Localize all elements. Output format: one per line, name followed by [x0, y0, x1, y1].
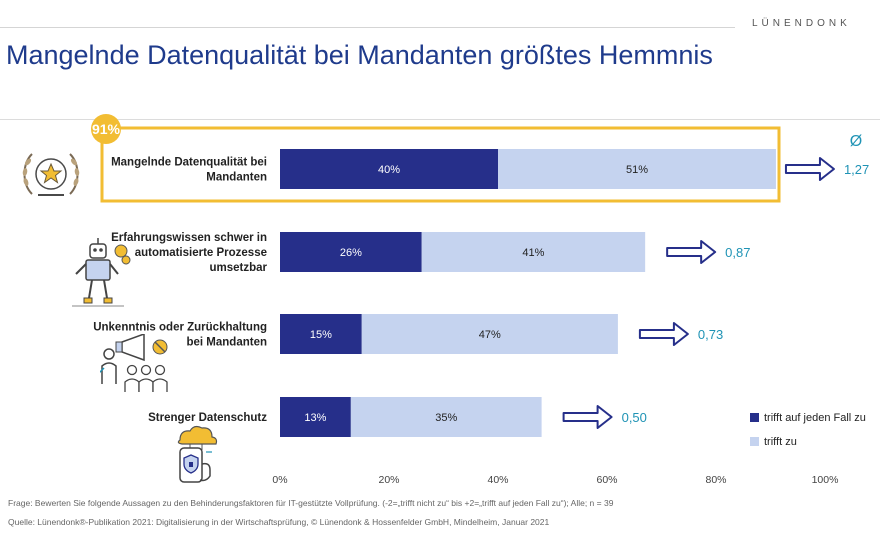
cloud-phone-shield-icon	[177, 425, 218, 483]
bar-light	[421, 232, 646, 272]
bar-light	[498, 149, 776, 189]
data-label: 35%	[435, 412, 457, 424]
footer-source: Quelle: Lünendonk®-Publikation 2021: Dig…	[8, 517, 550, 527]
page-title: Mangelnde Datenqualität bei Mandanten gr…	[6, 40, 713, 70]
x-tick-label: 80%	[705, 474, 726, 486]
arrow-icon	[666, 240, 717, 264]
bar-strong	[280, 232, 422, 272]
x-tick-label: 20%	[378, 474, 399, 486]
arrow-icon	[638, 322, 689, 346]
legend-label: trifft zu	[764, 436, 797, 448]
brand-logo: LÜNENDONK	[752, 18, 851, 29]
average-value: 1,27	[844, 162, 869, 177]
category-label: umsetzbar	[209, 262, 267, 274]
category-label: automatisierte Prozesse	[135, 247, 267, 259]
average-value: 0,73	[698, 327, 723, 342]
x-tick-label: 40%	[487, 474, 508, 486]
x-tick-label: 100%	[812, 474, 839, 486]
bar-light	[361, 314, 618, 354]
highlight-badge	[91, 114, 121, 144]
data-label: 13%	[304, 412, 326, 424]
legend-swatch	[750, 437, 759, 446]
top-divider	[0, 27, 735, 28]
average-value: 0,50	[622, 410, 647, 425]
bar-strong	[280, 397, 351, 437]
average-symbol: Ø	[850, 133, 862, 150]
data-label: 51%	[626, 164, 648, 176]
data-label: 41%	[522, 247, 544, 259]
data-label: 40%	[378, 164, 400, 176]
category-label: Strenger Datenschutz	[148, 412, 267, 424]
category-label: Erfahrungswissen schwer in	[111, 232, 267, 244]
footer-question: Frage: Bewerten Sie folgende Aussagen zu…	[8, 498, 614, 508]
legend-label: trifft auf jeden Fall zu	[764, 412, 866, 424]
award-star-icon	[22, 153, 80, 196]
category-label: bei Mandanten	[186, 337, 267, 349]
data-label: 47%	[479, 329, 501, 341]
legend-swatch	[750, 413, 759, 422]
bar-strong	[280, 314, 362, 354]
arrow-icon	[562, 405, 613, 429]
category-label: Mandanten	[206, 172, 267, 184]
bar-light	[350, 397, 542, 437]
arrow-icon	[784, 157, 835, 181]
robot-icon	[72, 238, 131, 307]
average-value: 0,87	[725, 245, 750, 260]
x-tick-label: 60%	[596, 474, 617, 486]
highlight-badge-label: 91%	[92, 121, 121, 137]
title-divider	[0, 119, 880, 120]
data-label: 15%	[310, 329, 332, 341]
x-tick-label: 0%	[272, 474, 287, 486]
data-label: 26%	[340, 247, 362, 259]
category-label: Mangelnde Datenqualität bei	[111, 157, 267, 169]
category-label: Unkenntnis oder Zurückhaltung	[93, 322, 267, 334]
highlight-frame	[100, 126, 781, 203]
megaphone-crowd-icon	[100, 334, 168, 392]
bar-strong	[280, 149, 498, 189]
